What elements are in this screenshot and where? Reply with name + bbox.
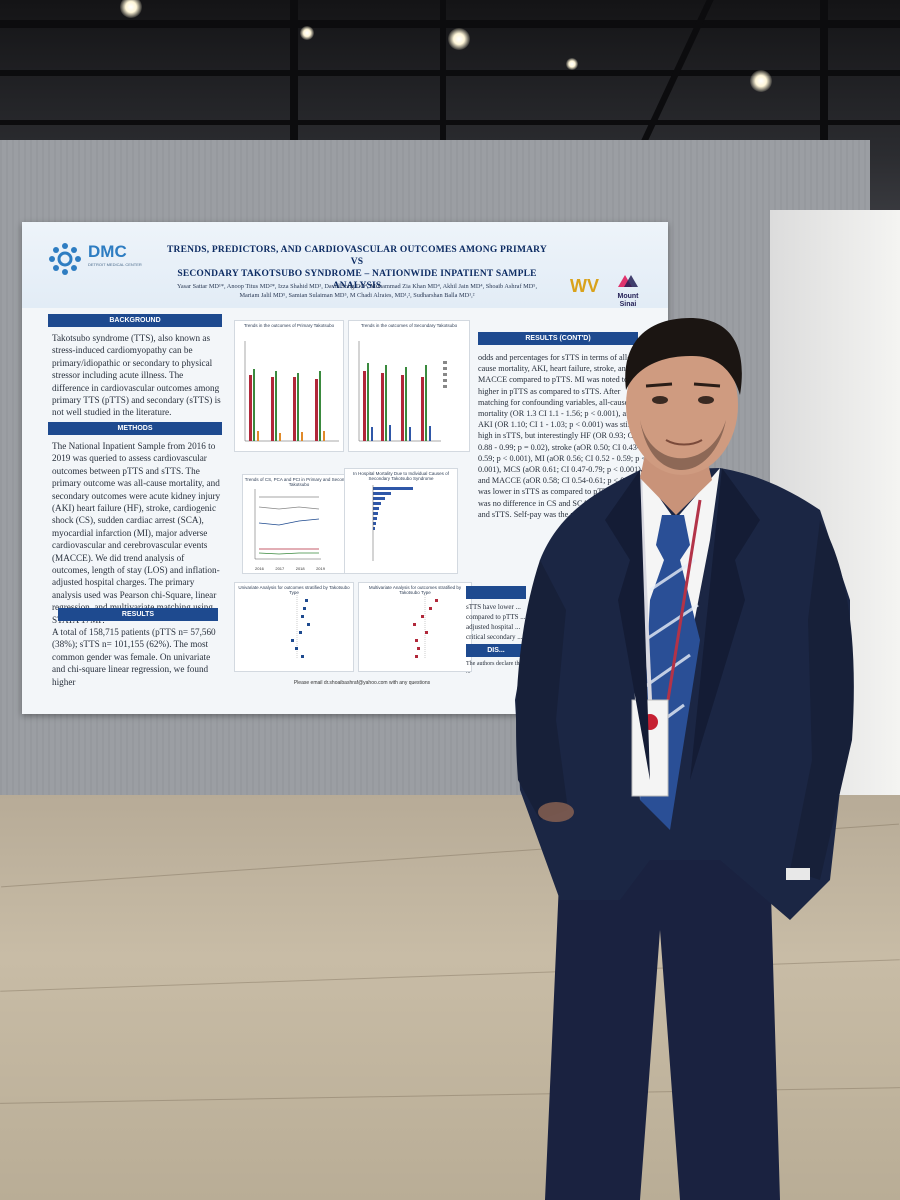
tick-label: 2018: [295, 566, 305, 571]
tick-label: 2019: [316, 566, 325, 571]
authors-line: Yasar Sattar MD¹*, Anoop Titus MD²*, Izz…: [176, 283, 538, 290]
ceiling-light: [120, 0, 142, 18]
mount-sinai-text: Mount: [617, 293, 639, 300]
results-heading: RESULTS: [58, 608, 218, 621]
forest-plot-graphic: [413, 595, 438, 659]
results-cont-heading: RESULTS (CONT'D): [478, 332, 638, 345]
conclusion-fragment: sTTS have lower ... compared to pTTS ...…: [466, 603, 526, 641]
cs-pca-pci-trend-chart: Trends of CS, PCA and PCI in Primary and…: [242, 474, 356, 574]
dmc-logo-icon: [49, 243, 81, 275]
chart-title: Univariate Analysis for outcomes stratif…: [238, 585, 350, 595]
in-hospital-mortality-chart: In Hospital Mortality Due to Individual …: [344, 468, 458, 574]
tick-label: 2016: [255, 566, 264, 571]
ceiling-truss: [0, 70, 900, 76]
ceiling-truss: [820, 0, 828, 220]
poster-title-line: SECONDARY TAKOTSUBO SYNDROME – NATIONWID…: [177, 269, 537, 291]
ceiling-truss: [440, 0, 446, 150]
chart-title: In Hospital Mortality Due to Individual …: [353, 471, 449, 481]
chart-title: Trends in the outcomes of Secondary Tako…: [360, 323, 458, 328]
secondary-trend-chart: Trends in the outcomes of Secondary Tako…: [348, 320, 470, 452]
methods-text: The National Inpatient Sample from 2016 …: [52, 441, 221, 625]
ceiling-light: [300, 26, 314, 40]
ceiling-truss: [290, 0, 298, 170]
line-chart-graphic: [254, 489, 321, 560]
ceiling-light: [566, 58, 578, 70]
dmc-logo-subtitle: DETROIT MEDICAL CENTER: [88, 262, 142, 267]
ceiling-truss: [0, 20, 900, 28]
tick-label: 2017: [275, 566, 285, 571]
poster-title: TRENDS, PREDICTORS, AND CARDIOVASCULAR O…: [162, 244, 552, 292]
forest-plot-graphic: [291, 595, 310, 659]
mount-sinai-text: Sinai: [619, 301, 637, 308]
authors-line: Mariam Jalil MD⁵, Samian Sulaiman MD⁵, M…: [239, 292, 475, 299]
x-axis-ticks: 2016 2017 2018 2019: [255, 566, 325, 571]
conclusion-heading: [466, 586, 526, 599]
ceiling-truss: [0, 120, 900, 125]
background-text: Takotsubo syndrome (TTS), also known as …: [52, 333, 221, 418]
poster-footer: Please email dr.shoaibashraf@yahoo.com w…: [293, 680, 431, 686]
poster-title-line: TRENDS, PREDICTORS, AND CARDIOVASCULAR O…: [167, 245, 547, 267]
mount-sinai-icon: [618, 275, 638, 287]
methods-heading: METHODS: [48, 422, 222, 435]
disclosure-fragment: The authors declare that ...: [466, 661, 524, 675]
ceiling-light: [750, 70, 772, 92]
dmc-logo-text: DMC: [88, 242, 127, 261]
results-text: A total of 158,715 patients (pTTS n= 57,…: [52, 627, 216, 687]
bar-chart-graphic: [358, 341, 447, 442]
results-cont-text: odds and percentages for sTTS in terms o…: [478, 353, 646, 519]
ceiling-light: [448, 28, 470, 50]
chart-title: Trends in the outcomes of Primary Takots…: [243, 323, 335, 328]
research-poster: DMC DETROIT MEDICAL CENTER TRENDS, PREDI…: [22, 222, 668, 714]
chart-title: Multivariate Analysis for outcomes strat…: [368, 585, 462, 595]
disclosure-heading: DIS...: [466, 644, 526, 657]
multivariate-forest-plot: Multivariate Analysis for outcomes strat…: [358, 582, 472, 672]
bar-chart-graphic: [244, 341, 339, 442]
chart-title: Trends of CS, PCA and PCI in Primary and…: [244, 477, 354, 487]
poster-header: DMC DETROIT MEDICAL CENTER TRENDS, PREDI…: [22, 222, 668, 308]
background-heading: BACKGROUND: [48, 314, 222, 327]
univariate-forest-plot: Univariate Analysis for outcomes stratif…: [234, 582, 354, 672]
poster-authors: Yasar Sattar MD¹*, Anoop Titus MD²*, Izz…: [162, 282, 552, 300]
primary-trend-chart: Trends in the outcomes of Primary Takots…: [234, 320, 344, 452]
wvu-logo: WV: [570, 276, 599, 296]
mount-sinai-logo: Mount Sinai: [610, 272, 646, 309]
horizontal-bar-graphic: [372, 485, 413, 561]
